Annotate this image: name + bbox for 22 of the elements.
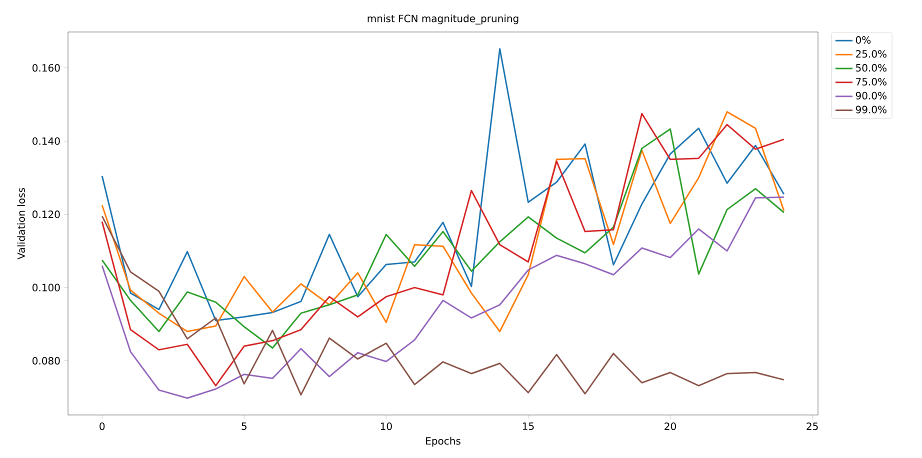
x-tick-label: 20: [664, 422, 676, 430]
y-tick-label: 0.140: [32, 137, 60, 145]
line-series: [101, 112, 785, 386]
legend-label: 50.0%: [856, 64, 886, 72]
legend-label: 99.0%: [856, 106, 886, 114]
x-tick-label: 10: [380, 422, 392, 430]
x-tick-label: 25: [806, 422, 818, 430]
x-tick-label: 5: [242, 422, 246, 430]
y-tick-label: 0.160: [32, 64, 60, 72]
y-axis-title: Validation loss: [17, 188, 25, 260]
y-tick-label: 0.120: [32, 210, 60, 218]
x-tick-label: 15: [522, 422, 534, 430]
legend-label: 90.0%: [856, 92, 886, 100]
x-tick-label: 0: [100, 422, 105, 430]
x-axis-title: Epochs: [426, 436, 460, 447]
legend-label: 25.0%: [856, 50, 886, 58]
legend-label: 75.0%: [856, 78, 886, 86]
line-series: [101, 48, 785, 322]
legend-label: 0%: [856, 36, 871, 44]
y-tick-label: 0.100: [32, 284, 60, 292]
y-tick-label: 0.080: [32, 357, 60, 365]
chart-title: mnist FCN magnitude_pruning: [368, 14, 518, 24]
